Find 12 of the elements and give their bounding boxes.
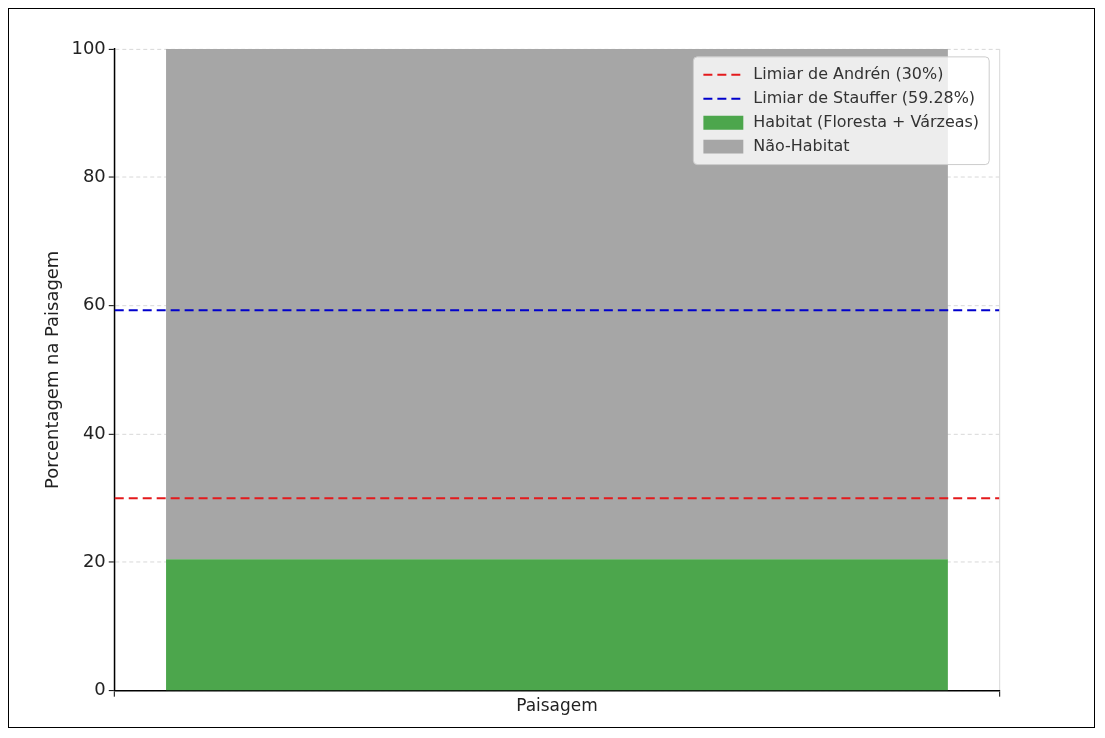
y-tick-label: 0 <box>94 678 106 700</box>
y-tick-label: 40 <box>82 421 106 443</box>
y-tick-label: 100 <box>71 36 106 58</box>
legend-label: Não-Habitat <box>753 135 850 155</box>
x-tick-label: Paisagem <box>516 695 598 716</box>
y-axis-title: Porcentagem na Paisagem <box>41 250 63 489</box>
y-tick-label: 60 <box>82 293 106 315</box>
legend-label: Limiar de Stauffer (59.28%) <box>753 87 976 107</box>
y-tick-label: 20 <box>82 550 106 571</box>
y-tick-label: 80 <box>82 164 106 186</box>
legend-label: Limiar de Andrén (30%) <box>753 63 944 83</box>
legend-label: Habitat (Floresta + Várzeas) <box>753 111 980 131</box>
